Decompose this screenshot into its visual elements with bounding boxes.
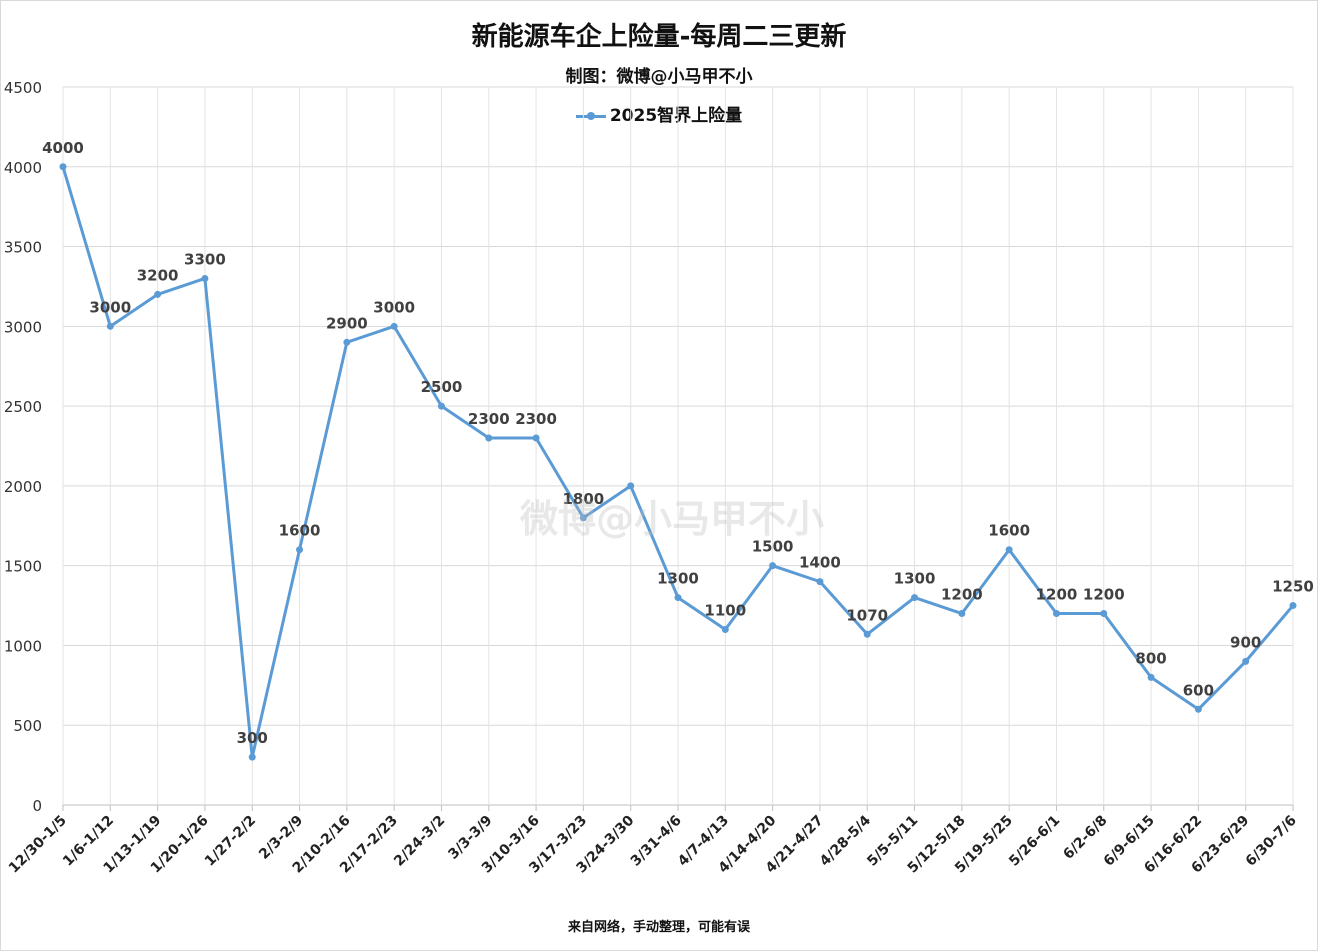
data-point — [721, 625, 729, 633]
data-point — [958, 610, 966, 618]
y-tick-label: 4500 — [4, 79, 42, 97]
data-label: 900 — [1230, 633, 1261, 651]
data-point — [390, 322, 398, 330]
legend-series-label: 2025智界上险量 — [609, 106, 743, 126]
data-label: 600 — [1183, 681, 1214, 699]
data-label: 3300 — [184, 250, 226, 268]
data-point — [437, 402, 445, 410]
data-label: 1200 — [1036, 586, 1078, 604]
data-label: 3000 — [89, 298, 131, 316]
data-point — [59, 163, 67, 171]
data-point — [1005, 546, 1013, 554]
x-tick-label: 1/27-2/2 — [202, 813, 259, 870]
data-label: 2900 — [326, 314, 368, 332]
data-point — [1052, 610, 1060, 618]
data-label: 1250 — [1272, 578, 1314, 596]
x-tick-label: 5/26-6/1 — [1006, 813, 1063, 870]
data-point — [769, 562, 777, 570]
data-point — [1100, 610, 1108, 618]
x-tick-label: 3/31-4/6 — [628, 813, 685, 870]
watermark: 微博@小马甲不小 — [520, 497, 825, 541]
data-label: 1200 — [1083, 586, 1125, 604]
data-point — [1147, 673, 1155, 681]
data-label: 3200 — [137, 266, 179, 284]
y-tick-label: 3500 — [4, 239, 42, 257]
data-label: 1500 — [752, 538, 794, 556]
data-label: 1800 — [563, 490, 605, 508]
x-tick-label: 6/30-7/6 — [1243, 813, 1300, 870]
data-point — [1289, 602, 1297, 610]
data-point — [1242, 657, 1250, 665]
chart-footer: 来自网络，手动整理，可能有误 — [567, 920, 750, 935]
data-point — [343, 338, 351, 346]
data-point — [201, 274, 209, 282]
data-label: 300 — [237, 729, 268, 747]
x-tick-label: 12/30-1/5 — [6, 813, 70, 877]
data-point — [863, 630, 871, 638]
data-point — [106, 322, 114, 330]
data-label: 800 — [1135, 649, 1166, 667]
y-tick-label: 2500 — [4, 398, 42, 416]
data-label: 2300 — [515, 410, 557, 428]
data-label: 1600 — [279, 522, 321, 540]
data-label: 1200 — [941, 586, 983, 604]
data-point — [154, 290, 162, 298]
y-tick-label: 3000 — [4, 318, 42, 336]
y-tick-label: 500 — [13, 717, 42, 735]
data-label: 1300 — [657, 570, 699, 588]
y-tick-label: 2000 — [4, 478, 42, 496]
chart-title: 新能源车企上险量-每周二三更新 — [471, 22, 847, 52]
x-tick-label: 2/24-3/2 — [391, 813, 448, 870]
y-tick-label: 4000 — [4, 159, 42, 177]
y-tick-label: 0 — [32, 797, 42, 815]
data-point — [1194, 705, 1202, 713]
data-point — [579, 514, 587, 522]
data-point — [911, 594, 919, 602]
data-point — [532, 434, 540, 442]
data-label: 2300 — [468, 410, 510, 428]
legend-line-marker — [575, 109, 606, 123]
data-label: 3000 — [373, 298, 415, 316]
data-label: 2500 — [421, 378, 463, 396]
data-point — [296, 546, 304, 554]
data-point — [248, 753, 256, 761]
data-point — [627, 482, 635, 490]
data-label: 1100 — [704, 601, 746, 619]
chart-subtitle: 制图：微博@小马甲不小 — [565, 67, 753, 87]
data-point — [485, 434, 493, 442]
data-label: 4000 — [42, 139, 84, 157]
y-tick-label: 1000 — [4, 637, 42, 655]
data-label: 1070 — [846, 606, 888, 624]
data-point — [674, 594, 682, 602]
data-label: 1300 — [894, 570, 936, 588]
chart-legend: 2025智界上险量 — [0, 101, 1318, 126]
data-label: 1600 — [988, 522, 1030, 540]
data-point — [816, 578, 824, 586]
y-tick-label: 1500 — [4, 558, 42, 576]
data-label: 1400 — [799, 554, 841, 572]
